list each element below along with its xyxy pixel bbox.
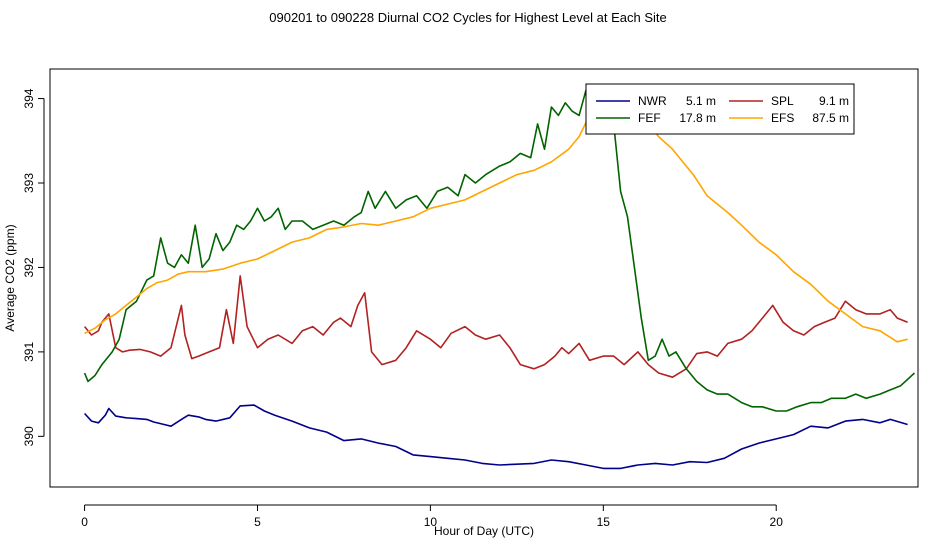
series-line-efs xyxy=(84,102,908,343)
series-line-nwr xyxy=(84,404,908,470)
x-tick-label-10: 10 xyxy=(424,515,438,529)
y-tick-label-390: 390 xyxy=(22,426,36,446)
series-line-fef xyxy=(83,89,916,412)
legend-box xyxy=(585,83,855,135)
y-tick-label-391: 391 xyxy=(22,342,36,362)
y-tick-label-392: 392 xyxy=(22,257,36,277)
x-tick-label-0: 0 xyxy=(81,515,88,529)
x-tick-label-20: 20 xyxy=(770,515,784,529)
x-tick-label-5: 5 xyxy=(254,515,261,529)
series-line-spl xyxy=(83,275,908,379)
legend-name-spl: SPL xyxy=(771,94,794,108)
legend-name-fef: FEF xyxy=(638,111,661,125)
legend-height-nwr: 5.1 m xyxy=(686,94,716,108)
chart-title: 090201 to 090228 Diurnal CO2 Cycles for … xyxy=(269,10,666,25)
legend-height-efs: 87.5 m xyxy=(812,111,849,125)
legend-name-nwr: NWR xyxy=(638,94,667,108)
legend-height-fef: 17.8 m xyxy=(679,111,716,125)
legend-name-efs: EFS xyxy=(771,111,794,125)
x-axis-label: Hour of Day (UTC) xyxy=(434,524,534,538)
y-tick-label-393: 393 xyxy=(22,173,36,193)
legend-height-spl: 9.1 m xyxy=(819,94,849,108)
y-tick-label-394: 394 xyxy=(22,88,36,108)
plot-area: 0 5 10 15 20 Hour of Day (UTC) 390 391 392 393 394… xyxy=(3,68,919,538)
plot-frame xyxy=(49,68,919,488)
x-tick-label-15: 15 xyxy=(597,515,611,529)
y-axis-label: Average CO2 (ppm) xyxy=(3,224,17,331)
